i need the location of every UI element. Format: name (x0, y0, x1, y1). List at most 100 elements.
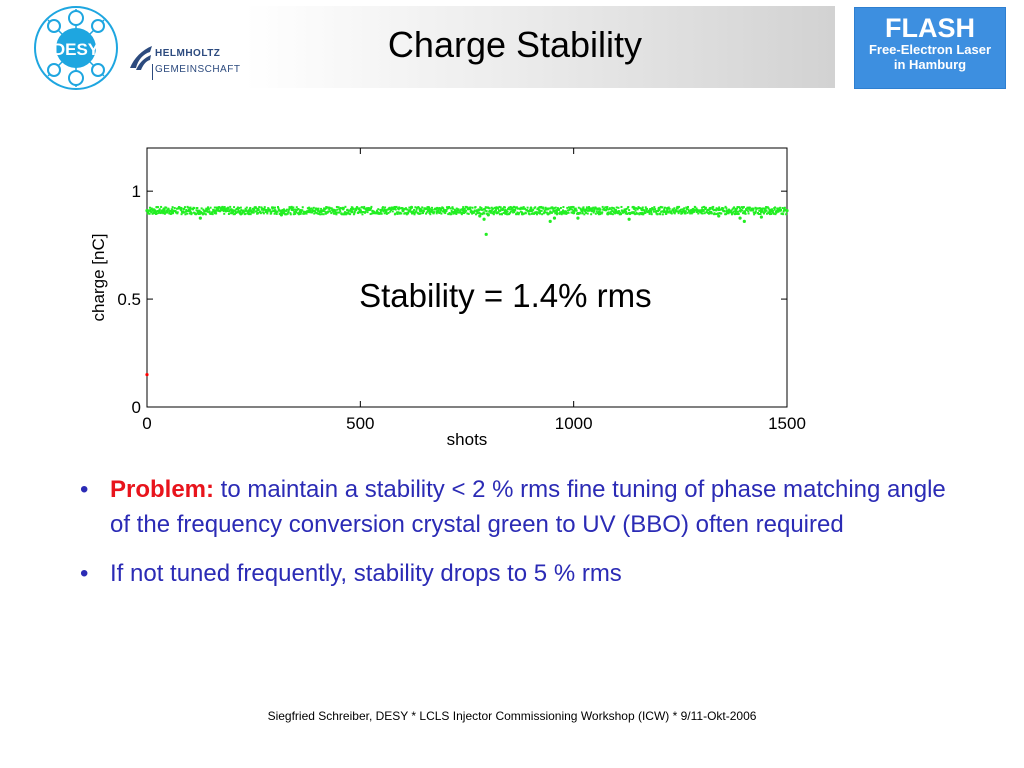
charge-point (619, 211, 622, 214)
charge-point (545, 211, 548, 214)
charge-point (538, 212, 541, 215)
charge-point (663, 208, 666, 211)
charge-point (282, 211, 285, 214)
charge-point (408, 206, 411, 209)
charge-point (396, 211, 399, 214)
charge-point (635, 212, 638, 215)
charge-point (197, 212, 200, 215)
charge-point (707, 212, 710, 215)
charge-point (701, 212, 704, 215)
charge-point (451, 211, 454, 214)
charge-point (393, 205, 396, 208)
charge-point (341, 206, 344, 209)
charge-point (287, 210, 290, 213)
charge-point (543, 209, 546, 212)
charge-point (351, 211, 354, 214)
charge-point (673, 207, 676, 210)
charge-point (398, 206, 401, 209)
charge-point (346, 212, 349, 215)
charge-point (265, 209, 268, 212)
charge-point (227, 207, 230, 210)
charge-point (450, 209, 453, 212)
charge-point (306, 211, 309, 214)
charge-point (650, 211, 653, 214)
charge-point (620, 209, 623, 212)
charge-point (610, 212, 613, 215)
charge-point (162, 207, 165, 210)
charge-point (471, 206, 474, 209)
charge-point (499, 209, 502, 212)
charge-point (219, 209, 222, 212)
charge-point (193, 207, 196, 210)
charge-point (279, 209, 282, 212)
charge-point (516, 211, 519, 214)
charge-point (738, 206, 741, 209)
charge-point (288, 206, 291, 209)
charge-point (342, 208, 345, 211)
charge-point (515, 213, 518, 216)
helmholtz-line1: HELMHOLTZ (155, 48, 221, 59)
charge-point (604, 206, 607, 209)
charge-point (464, 211, 467, 214)
charge-point (757, 207, 760, 210)
charge-point (453, 211, 456, 214)
charge-point (615, 206, 618, 209)
charge-point (154, 209, 157, 212)
charge-point (612, 211, 615, 214)
charge-point (381, 208, 384, 211)
charge-point (266, 212, 269, 215)
charge-point (427, 208, 430, 211)
charge-point (311, 208, 314, 211)
charge-point (771, 209, 774, 212)
charge-point (240, 209, 243, 212)
charge-point (195, 209, 198, 212)
charge-point (247, 211, 250, 214)
charge-point (370, 212, 373, 215)
charge-point (418, 207, 421, 210)
charge-point (324, 212, 327, 215)
x-axis-label: shots (447, 430, 488, 449)
charge-point (257, 208, 260, 211)
page-title: Charge Stability (387, 24, 643, 65)
charge-point (231, 209, 234, 212)
charge-point (328, 206, 331, 209)
charge-point (617, 212, 620, 215)
charge-point (249, 213, 252, 216)
charge-point (582, 206, 585, 209)
charge-point (363, 205, 366, 208)
charge-point (516, 207, 519, 210)
charge-point (528, 210, 531, 213)
charge-point (197, 209, 200, 212)
charge-point (273, 210, 276, 213)
charge-point (770, 212, 773, 215)
charge-point (446, 207, 449, 210)
charge-point (302, 210, 305, 213)
charge-point (425, 211, 428, 214)
charge-point (491, 212, 494, 215)
charge-point (567, 206, 570, 209)
charge-point (400, 212, 403, 215)
charge-point (650, 213, 653, 216)
charge-point (721, 207, 724, 210)
x-tick-label: 500 (346, 414, 374, 433)
charge-point (320, 210, 323, 213)
charge-point (591, 209, 594, 212)
charge-point (644, 211, 647, 214)
charge-point (672, 208, 675, 211)
charge-point (704, 206, 707, 209)
charge-point (430, 210, 433, 213)
charge-point (284, 213, 287, 216)
charge-point (585, 208, 588, 211)
charge-point (766, 206, 769, 209)
charge-point (710, 212, 713, 215)
charge-point (396, 212, 399, 215)
charge-point (313, 212, 316, 215)
charge-point (634, 209, 637, 212)
charge-point (345, 213, 348, 216)
charge-point (272, 206, 275, 209)
charge-point (485, 210, 488, 213)
charge-point (164, 211, 167, 214)
charge-point (222, 207, 225, 210)
charge-point (405, 213, 408, 216)
charge-point (451, 206, 454, 209)
